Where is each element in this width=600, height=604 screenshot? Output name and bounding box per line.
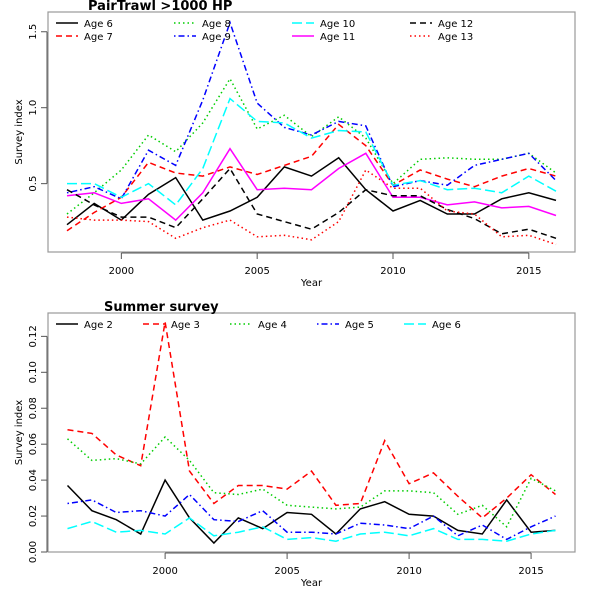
- series-line-age-6: [67, 516, 556, 542]
- legend-label: Age 4: [258, 320, 287, 331]
- legend-label: Age 13: [438, 32, 473, 43]
- chart-title: Summer survey: [104, 300, 219, 315]
- legend: Age 2 Age 3 Age 4 Age 5 Age 6: [56, 320, 461, 331]
- series-line-age-2: [66, 478, 556, 545]
- legend-label: Age 2: [84, 320, 113, 331]
- y-tick-label: 1.0: [28, 100, 39, 116]
- series-line-age-4: [67, 435, 556, 529]
- y-tick-label: 0.10: [28, 361, 39, 383]
- y-tick-label: 0.12: [28, 325, 39, 347]
- y-tick-label: 0.08: [28, 397, 39, 419]
- plot-frame: [47, 11, 576, 253]
- y-axis-label: Survey index: [14, 99, 25, 164]
- legend-label: Age 11: [320, 32, 355, 43]
- series-line-age-6: [66, 156, 557, 226]
- series-line-age-13: [66, 168, 557, 246]
- legend-label: Age 6: [84, 19, 113, 30]
- y-tick-label: 0.5: [28, 176, 39, 192]
- legend-label: Age 5: [345, 320, 374, 331]
- chart-panel-2: Summer survey 2000 2005 2010 2015 Year 0.00 0.0…: [14, 300, 576, 589]
- series-line-age-8: [66, 77, 557, 215]
- series-line-age-10: [67, 97, 557, 206]
- plot-frame: [47, 312, 576, 553]
- x-tick-label: 2015: [516, 266, 541, 277]
- chart-panel-1: PairTrawl >1000 HP 2000 2005 2010 2015 Year 0.…: [14, 0, 576, 289]
- x-tick-label: 2005: [274, 566, 299, 577]
- y-axis-label: Survey index: [14, 400, 25, 465]
- series-line-age-9: [66, 20, 557, 200]
- legend: Age 6 Age 7 Age 8 Age 9 Age 10 Age 11 Age 12 Ag…: [56, 19, 473, 43]
- y-tick-label: 0.04: [28, 469, 39, 491]
- x-tick-label: 2010: [396, 566, 421, 577]
- legend-label: Age 6: [432, 320, 461, 331]
- legend-label: Age 3: [171, 320, 200, 331]
- y-tick-label: 1.5: [28, 24, 39, 40]
- x-tick-label: 2005: [244, 266, 269, 277]
- x-tick-label: 2000: [152, 566, 177, 577]
- x-axis-label: Year: [300, 278, 323, 289]
- x-tick-label: 2015: [518, 566, 543, 577]
- x-tick-label: 2000: [109, 266, 134, 277]
- legend-label: Age 10: [320, 19, 355, 30]
- x-axis-label: Year: [300, 578, 323, 589]
- x-tick-label: 2010: [380, 266, 405, 277]
- chart-title: PairTrawl >1000 HP: [88, 0, 232, 14]
- series-line-age-5: [67, 493, 556, 541]
- y-tick-label: 0.06: [28, 433, 39, 455]
- series-line-age-11: [66, 147, 557, 222]
- series-line-age-3: [67, 321, 556, 519]
- legend-label: Age 7: [84, 32, 113, 43]
- y-tick-label: 0.00: [28, 541, 39, 563]
- legend-label: Age 9: [202, 32, 231, 43]
- series-line-age-7: [66, 123, 557, 232]
- legend-label: Age 12: [438, 19, 473, 30]
- y-tick-label: 0.02: [28, 505, 39, 527]
- legend-label: Age 8: [202, 19, 231, 30]
